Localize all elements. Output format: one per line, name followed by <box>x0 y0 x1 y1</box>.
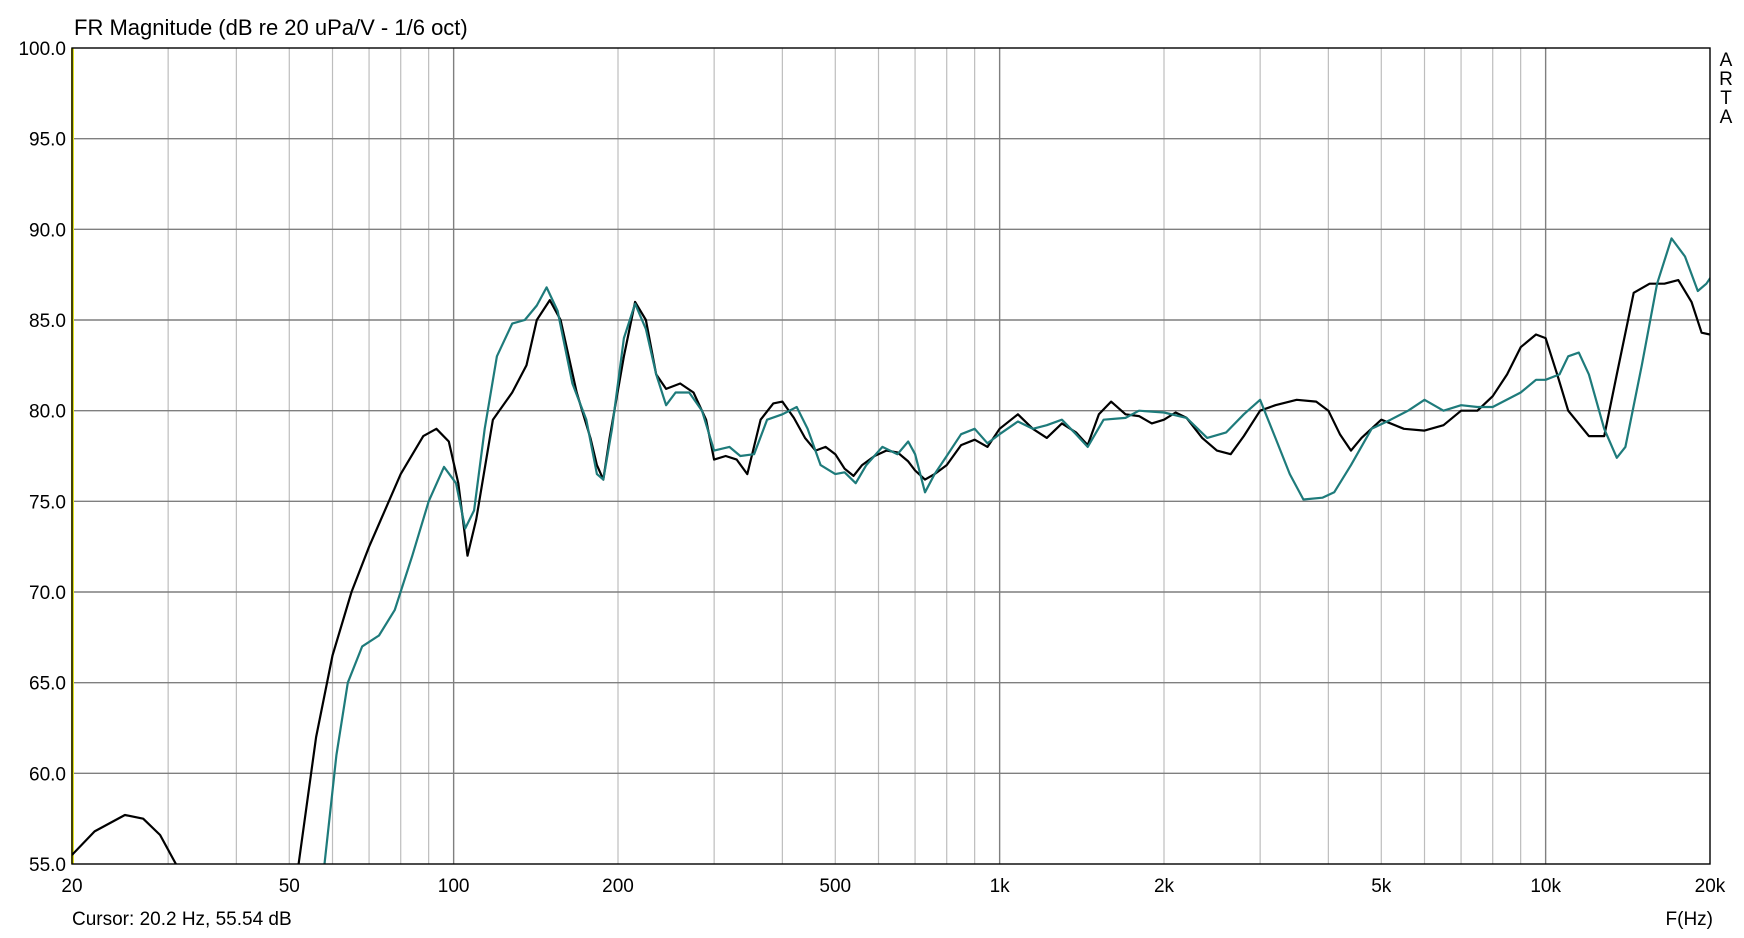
y-tick-label: 80.0 <box>29 402 66 423</box>
x-tick-label: 20 <box>61 876 82 897</box>
x-tick-labels: 20 50 100 200 500 1k 2k 5k 10k 20k <box>61 876 1725 897</box>
x-axis-label: F(Hz) <box>1666 909 1713 930</box>
x-tick-label: 2k <box>1154 876 1175 897</box>
y-tick-label: 65.0 <box>29 674 66 695</box>
y-tick-label: 70.0 <box>29 583 66 604</box>
y-tick-label: 60.0 <box>29 764 66 785</box>
x-tick-label: 100 <box>438 876 470 897</box>
brand-letter: A <box>1720 50 1733 71</box>
x-tick-label: 200 <box>602 876 634 897</box>
grid <box>72 48 1710 864</box>
x-tick-label: 500 <box>819 876 851 897</box>
y-tick-label: 100.0 <box>18 39 66 60</box>
chart-title: FR Magnitude (dB re 20 uPa/V - 1/6 oct) <box>74 15 468 40</box>
x-tick-label: 5k <box>1371 876 1392 897</box>
series-1-line-segment-2 <box>297 279 1710 864</box>
x-tick-label: 10k <box>1530 876 1561 897</box>
y-tick-label: 95.0 <box>29 130 66 151</box>
traces <box>72 237 1710 864</box>
plot-frame <box>71 47 1711 865</box>
series-2-line-segment-1 <box>323 237 1710 864</box>
brand-letter: A <box>1720 107 1733 128</box>
brand-letter: T <box>1720 88 1732 109</box>
y-tick-label: 75.0 <box>29 492 66 513</box>
x-tick-label: 50 <box>279 876 300 897</box>
cursor-readout: Cursor: 20.2 Hz, 55.54 dB <box>72 909 292 930</box>
y-tick-labels: 100.0 95.0 90.0 85.0 80.0 75.0 70.0 65.0 60.0 55.… <box>18 39 66 876</box>
brand-letter: R <box>1719 69 1733 90</box>
x-tick-label: 1k <box>990 876 1011 897</box>
y-tick-label: 90.0 <box>29 220 66 241</box>
y-tick-label: 55.0 <box>29 855 66 876</box>
x-tick-label: 20k <box>1695 876 1726 897</box>
series-1-line-segment-1 <box>72 813 177 864</box>
y-tick-label: 85.0 <box>29 311 66 332</box>
